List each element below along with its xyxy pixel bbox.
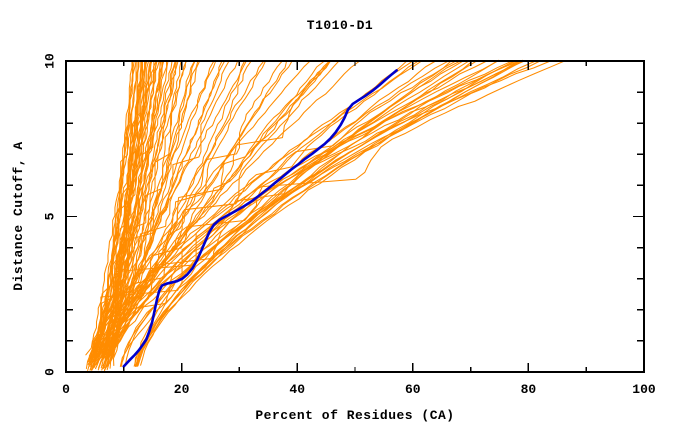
ensemble-curve	[102, 61, 287, 370]
axis-group: 0 20 40 60 80 100 0 5 10	[43, 53, 656, 397]
ensemble-curve	[107, 61, 265, 354]
y-axis-tick-labels: 0 5 10	[43, 53, 58, 376]
ensemble-curve	[103, 61, 282, 366]
ensemble-curve	[95, 62, 133, 367]
x-axis-title: Percent of Residues (CA)	[255, 408, 454, 423]
x-axis-tick-label: 0	[62, 382, 70, 397]
ensemble-curve	[122, 61, 514, 366]
x-axis-tick-label: 20	[174, 382, 190, 397]
highlight-series-group	[122, 69, 398, 368]
ensemble-curve	[104, 61, 564, 364]
x-axis-tick-labels: 0 20 40 60 80 100	[62, 382, 656, 397]
ensemble-curve	[108, 61, 487, 365]
ensemble-curve	[125, 60, 522, 365]
chart-title: T1010-D1	[307, 18, 373, 33]
x-axis-tick-label: 40	[289, 382, 305, 397]
x-axis-tick-label: 60	[405, 382, 421, 397]
y-axis-title: Distance Cutoff, A	[11, 141, 26, 290]
ensemble-curve	[99, 62, 175, 358]
ensemble-curve	[103, 61, 330, 354]
ensemble-curve	[103, 62, 198, 366]
x-axis-tick-label: 100	[632, 382, 656, 397]
ensemble-curve	[108, 62, 213, 365]
ensemble-curve	[91, 61, 200, 364]
ensemble-curve	[102, 62, 229, 357]
x-axis-ticks	[65, 61, 645, 372]
ensemble-curve	[86, 61, 138, 368]
y-axis-tick-label: 5	[43, 212, 58, 220]
ensemble-curve	[89, 61, 141, 356]
x-axis-tick-label: 80	[521, 382, 537, 397]
highlighted-model-curve	[122, 69, 398, 368]
y-axis-tick-label: 0	[43, 368, 58, 376]
ensemble-curve	[105, 61, 182, 369]
ensemble-curve	[92, 61, 157, 356]
ensemble-curve	[102, 61, 143, 357]
y-axis-tick-label: 10	[43, 53, 58, 69]
ensemble-curve	[136, 61, 476, 366]
ensemble-curve	[136, 62, 448, 367]
y-axis-ticks	[66, 60, 644, 373]
ensemble-curve	[134, 61, 523, 366]
ensemble-curve	[103, 61, 195, 359]
ensemble-curve	[137, 61, 470, 366]
ensemble-curve	[138, 60, 499, 365]
